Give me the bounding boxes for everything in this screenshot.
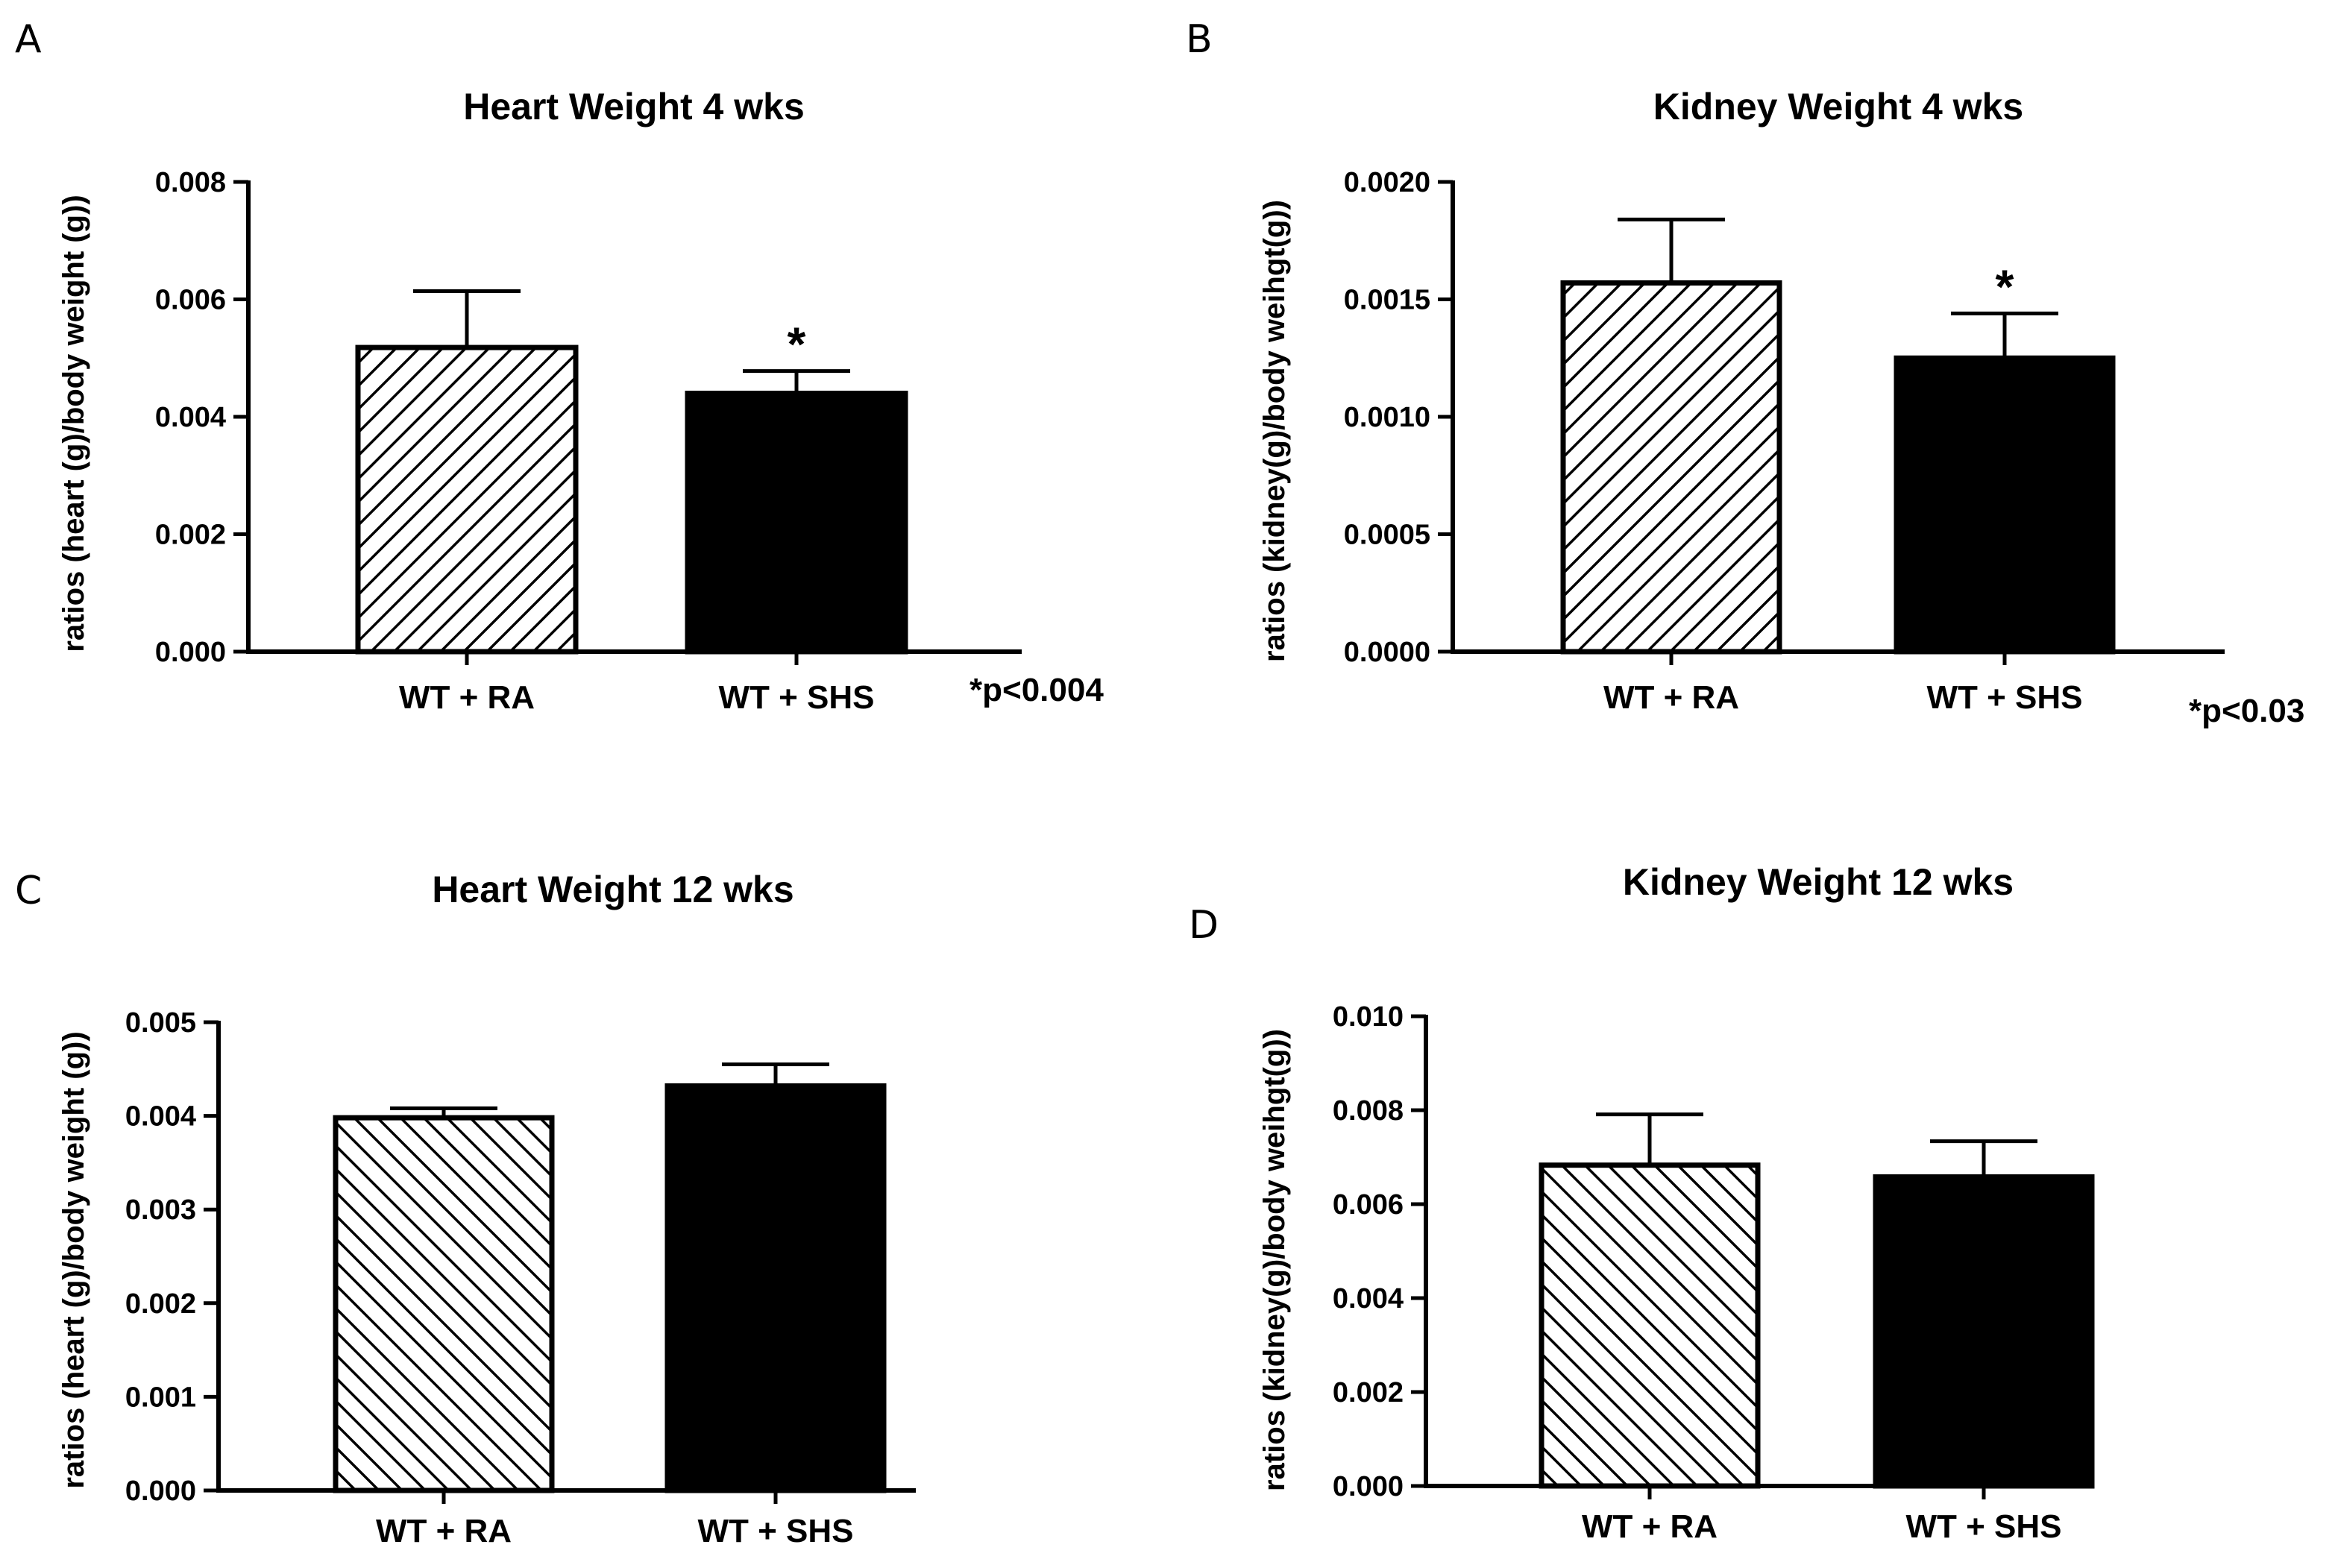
y-tick-label: 0.004 (155, 402, 226, 433)
bar (685, 391, 908, 655)
bar (355, 344, 579, 655)
y-tick-label: 0.001 (125, 1382, 196, 1413)
p-value-note-a: *p<0.004 (970, 672, 1104, 708)
y-tick-label: 0.004 (1333, 1283, 1404, 1314)
panel-c: C Heart Weight 12 wks ratios (heart (g)/… (15, 869, 916, 1549)
p-value-note-b: *p<0.03 (2189, 693, 2304, 729)
bar (664, 1083, 887, 1493)
y-tick-label: 0.0005 (1344, 520, 1430, 551)
plot-area-a: WT + RA * WT + SHS 0.000 0.002 0.004 0.006 0.00… (155, 167, 1022, 716)
y-tick-label: 0.002 (125, 1288, 196, 1320)
x-tick-label: WT + RA (399, 679, 535, 716)
y-tick-label: 0.0015 (1344, 285, 1430, 316)
x-tick-label: WT + SHS (697, 1513, 853, 1549)
y-tick-label: 0.000 (125, 1476, 196, 1507)
panel-letter-b: B (1186, 17, 1213, 62)
chart-title-b: Kidney Weight 4 wks (1653, 86, 2023, 127)
y-tick-label: 0.003 (125, 1194, 196, 1226)
y-tick-label: 0.010 (1333, 1001, 1404, 1033)
panel-letter-d: D (1189, 903, 1219, 948)
bar (1560, 280, 1782, 655)
bar (1539, 1162, 1761, 1489)
chart-title-c: Heart Weight 12 wks (432, 869, 794, 910)
y-axis-label-d: ratios (kidney(g)/body weihgt(g)) (1258, 1029, 1291, 1491)
bar (1894, 355, 2116, 655)
y-tick-label: 0.006 (155, 285, 226, 316)
y-tick-label: 0.004 (125, 1101, 196, 1133)
x-tick-label: WT + RA (376, 1513, 512, 1549)
significance-star: * (1996, 259, 2014, 313)
plot-area-c: WT + RA WT + SHS 0.000 0.001 0.002 0.003 0.004… (125, 1007, 916, 1549)
y-tick-label: 0.002 (155, 520, 226, 551)
y-tick-label: 0.006 (1333, 1189, 1404, 1221)
x-tick-label: WT + SHS (718, 679, 874, 716)
plot-area-b: WT + RA * WT + SHS 0.0000 0.0005 0.0010 0.0015… (1344, 167, 2225, 716)
panel-letter-c: C (15, 869, 42, 913)
chart-title-d: Kidney Weight 12 wks (1623, 861, 2014, 903)
y-tick-label: 0.005 (125, 1007, 196, 1039)
y-tick-label: 0.008 (1333, 1095, 1404, 1127)
bar (333, 1115, 555, 1493)
y-axis-label-b: ratios (kidney(g)/body weihgt(g)) (1258, 200, 1291, 662)
y-tick-label: 0.002 (1333, 1377, 1404, 1408)
panel-letter-a: A (15, 17, 42, 62)
y-axis-label-a: ratios (heart (g)/body weight (g)) (57, 195, 90, 652)
panel-d: D Kidney Weight 12 wks ratios (kidney(g)… (1189, 861, 2095, 1545)
x-tick-label: WT + SHS (1905, 1508, 2061, 1545)
y-tick-label: 0.0000 (1344, 637, 1430, 668)
y-tick-label: 0.0020 (1344, 167, 1430, 198)
panel-b: B Kidney Weight 4 wks ratios (kidney(g)/… (1186, 17, 2304, 729)
y-tick-label: 0.008 (155, 167, 226, 198)
y-tick-label: 0.000 (1333, 1471, 1404, 1502)
bar (1873, 1174, 2095, 1489)
y-tick-label: 0.000 (155, 637, 226, 668)
significance-star: * (788, 318, 806, 371)
x-tick-label: WT + SHS (1926, 679, 2082, 716)
chart-title-a: Heart Weight 4 wks (463, 86, 805, 127)
y-tick-label: 0.0010 (1344, 402, 1430, 433)
panel-a: A Heart Weight 4 wks ratios (heart (g)/b… (15, 17, 1104, 716)
y-axis-label-c: ratios (heart (g)/body weight (g)) (57, 1031, 90, 1488)
x-tick-label: WT + RA (1582, 1508, 1718, 1545)
plot-area-d: WT + RA WT + SHS 0.000 0.002 0.004 0.006 0.008… (1333, 1001, 2095, 1545)
x-tick-label: WT + RA (1603, 679, 1739, 716)
